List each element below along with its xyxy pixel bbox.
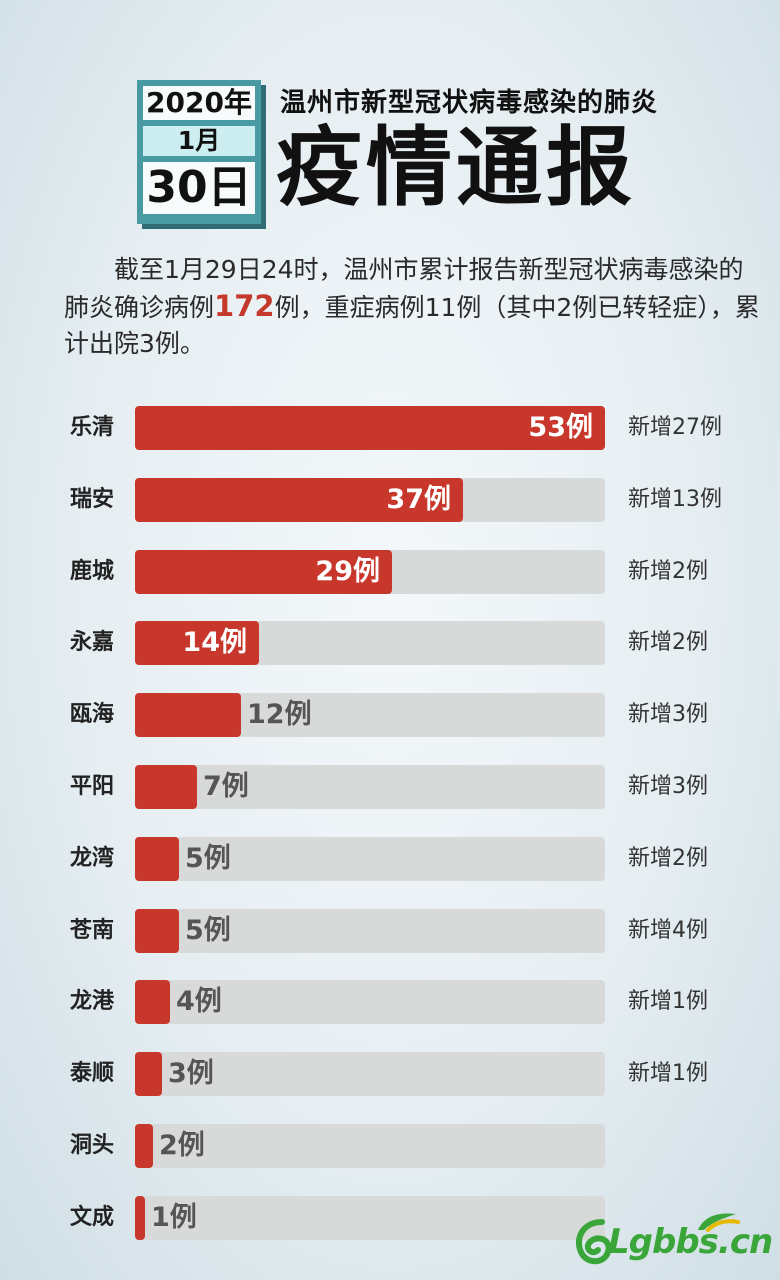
bar-track: 3例 bbox=[135, 1052, 605, 1096]
bar bbox=[135, 621, 259, 665]
date-year: 2020年 bbox=[143, 86, 255, 120]
date-box: 2020年 1月 30日 bbox=[137, 80, 261, 224]
new-cases-label: 新增1例 bbox=[628, 1061, 708, 1086]
summary-total-cases: 172 bbox=[214, 289, 275, 323]
bar-value-label: 5例 bbox=[185, 843, 231, 874]
bar bbox=[135, 837, 179, 881]
bar-category-label: 瑞安 bbox=[70, 487, 115, 512]
bar-value-label: 3例 bbox=[168, 1058, 214, 1089]
bar-track: 53例 bbox=[135, 406, 605, 450]
bar bbox=[135, 909, 179, 953]
bar-track: 2例 bbox=[135, 1124, 605, 1168]
bar-track: 37例 bbox=[135, 478, 605, 522]
bar bbox=[135, 1124, 153, 1168]
summary-paragraph: 截至1月29日24时，温州市累计报告新型冠状病毒感染的肺炎确诊病例172例，重症… bbox=[64, 252, 760, 362]
bar-track: 1例 bbox=[135, 1196, 605, 1240]
summary-text-after: 例，重症病例11例（其中2例已转轻症），累计出院3例。 bbox=[64, 293, 760, 358]
bar-value-label: 7例 bbox=[203, 771, 249, 802]
bar-value-label: 53例 bbox=[528, 412, 593, 443]
bar-category-label: 龙湾 bbox=[70, 846, 115, 871]
swirl-logo-icon bbox=[575, 1219, 612, 1265]
bar-category-label: 瓯海 bbox=[70, 702, 115, 727]
report-subtitle: 温州市新型冠状病毒感染的肺炎 bbox=[280, 88, 659, 118]
bar-category-label: 龙港 bbox=[70, 989, 115, 1014]
new-cases-label: 新增3例 bbox=[628, 774, 708, 799]
bar-value-label: 2例 bbox=[159, 1130, 205, 1161]
bar-category-label: 平阳 bbox=[70, 774, 115, 799]
new-cases-label: 新增4例 bbox=[628, 918, 708, 943]
bar-track: 14例 bbox=[135, 621, 605, 665]
bar bbox=[135, 1052, 162, 1096]
bar-value-label: 14例 bbox=[182, 627, 247, 658]
new-cases-label: 新增13例 bbox=[628, 487, 722, 512]
bar-category-label: 泰顺 bbox=[70, 1061, 115, 1086]
bar-value-label: 1例 bbox=[151, 1202, 197, 1233]
summary-text-before: 截至1月29日24时，温州市累计报告新型冠状病毒感染的肺炎确诊病例 bbox=[64, 255, 744, 322]
bar-category-label: 文成 bbox=[70, 1205, 115, 1230]
bar bbox=[135, 406, 605, 450]
bar bbox=[135, 693, 241, 737]
bar-value-label: 12例 bbox=[247, 699, 312, 730]
bar-track: 5例 bbox=[135, 909, 605, 953]
bar bbox=[135, 478, 463, 522]
new-cases-label: 新增2例 bbox=[628, 846, 708, 871]
bar-track: 5例 bbox=[135, 837, 605, 881]
bar-track: 7例 bbox=[135, 765, 605, 809]
new-cases-label: 新增27例 bbox=[628, 415, 722, 440]
bar-value-label: 4例 bbox=[176, 986, 222, 1017]
bar-category-label: 苍南 bbox=[70, 918, 115, 943]
bar-value-label: 29例 bbox=[315, 556, 380, 587]
new-cases-label: 新增3例 bbox=[628, 702, 708, 727]
bar-value-label: 5例 bbox=[185, 915, 231, 946]
bar-track: 12例 bbox=[135, 693, 605, 737]
bar bbox=[135, 550, 392, 594]
bar-category-label: 永嘉 bbox=[70, 630, 115, 655]
bar-category-label: 鹿城 bbox=[70, 559, 115, 584]
watermark-logo: Lgbbs.cn bbox=[572, 1212, 773, 1272]
bar-track: 4例 bbox=[135, 980, 605, 1024]
bar bbox=[135, 1196, 145, 1240]
report-title: 疫情通报 bbox=[276, 118, 636, 218]
bar bbox=[135, 765, 197, 809]
new-cases-label: 新增2例 bbox=[628, 630, 708, 655]
date-month: 1月 bbox=[143, 126, 255, 156]
new-cases-label: 新增2例 bbox=[628, 559, 708, 584]
bar-track: 29例 bbox=[135, 550, 605, 594]
bar bbox=[135, 980, 170, 1024]
bar-category-label: 洞头 bbox=[70, 1133, 115, 1158]
bar-category-label: 乐清 bbox=[70, 415, 115, 440]
date-day: 30日 bbox=[143, 162, 255, 214]
sprout-icon bbox=[698, 1213, 740, 1232]
new-cases-label: 新增1例 bbox=[628, 989, 708, 1014]
bar-value-label: 37例 bbox=[386, 484, 451, 515]
watermark-text: Lgbbs.cn bbox=[608, 1222, 773, 1262]
